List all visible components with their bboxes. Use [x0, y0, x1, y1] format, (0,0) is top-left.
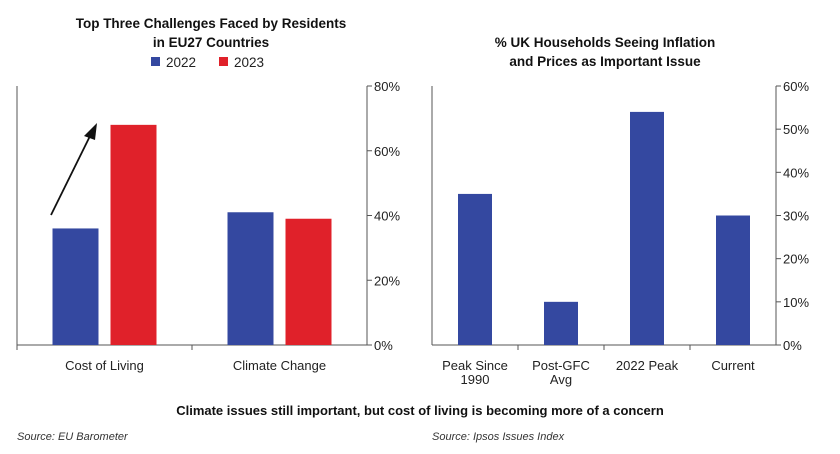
left-y-tick-label: 0%: [374, 338, 393, 353]
left-chart-legend: 2022 2023: [151, 55, 264, 70]
increase-arrow-head: [84, 123, 97, 140]
right-y-tick-label: 40%: [783, 165, 809, 180]
left-y-tick-label: 60%: [374, 144, 400, 159]
right-y-tick-label: 30%: [783, 209, 809, 224]
bar-climate-change-2022: [227, 212, 274, 345]
left-chart-title-line-2: in EU27 Countries: [153, 35, 269, 50]
legend-label-2022: 2022: [166, 55, 196, 70]
bar-post-gfc-avg: [544, 301, 578, 345]
left-y-tick-label: 20%: [374, 273, 400, 288]
right-x-label: Peak Since: [442, 358, 508, 373]
legend-swatch-2022: [151, 57, 160, 66]
right-x-label: Post-GFC: [532, 358, 590, 373]
right-chart-source: Source: Ipsos Issues Index: [432, 431, 565, 443]
left-chart-y-ticks: 0% 20% 40% 60% 80%: [367, 79, 400, 353]
right-x-label: 1990: [461, 372, 490, 387]
left-chart-title-line-1: Top Three Challenges Faced by Residents: [76, 16, 347, 31]
right-y-tick-label: 50%: [783, 122, 809, 137]
increase-arrow-shaft: [50, 133, 92, 216]
right-chart-title-line-2: and Prices as Important Issue: [509, 54, 701, 69]
right-y-tick-label: 20%: [783, 252, 809, 267]
left-chart-bars: [52, 124, 332, 345]
right-chart-title-line-1: % UK Households Seeing Inflation: [495, 35, 716, 50]
left-chart-source: Source: EU Barometer: [17, 431, 129, 443]
bar-climate-change-2023: [285, 218, 332, 345]
right-y-tick-label: 60%: [783, 79, 809, 94]
left-y-tick-label: 40%: [374, 209, 400, 224]
bar-cost-of-living-2023: [110, 124, 157, 345]
right-x-label: Current: [711, 358, 755, 373]
right-chart-y-ticks: 0% 10% 20% 30% 40% 50% 60%: [776, 79, 809, 353]
left-y-tick-label: 80%: [374, 79, 400, 94]
legend-swatch-2023: [219, 57, 228, 66]
legend-label-2023: 2023: [234, 55, 264, 70]
bar-current: [716, 215, 750, 345]
left-x-label: Climate Change: [233, 358, 326, 373]
left-chart-x-labels: Cost of Living Climate Change: [16, 345, 326, 373]
bar-2022-peak: [630, 111, 664, 346]
right-y-tick-label: 0%: [783, 338, 802, 353]
right-x-label: 2022 Peak: [616, 358, 679, 373]
right-chart-bars: [458, 111, 750, 346]
increase-arrow-annotation: [50, 123, 97, 216]
left-x-label: Cost of Living: [65, 358, 144, 373]
bar-cost-of-living-2022: [52, 228, 99, 345]
right-y-tick-label: 10%: [783, 295, 809, 310]
chart-caption: Climate issues still important, but cost…: [176, 403, 664, 418]
right-x-label: Avg: [550, 372, 572, 387]
bar-peak-since-1990: [458, 193, 492, 345]
